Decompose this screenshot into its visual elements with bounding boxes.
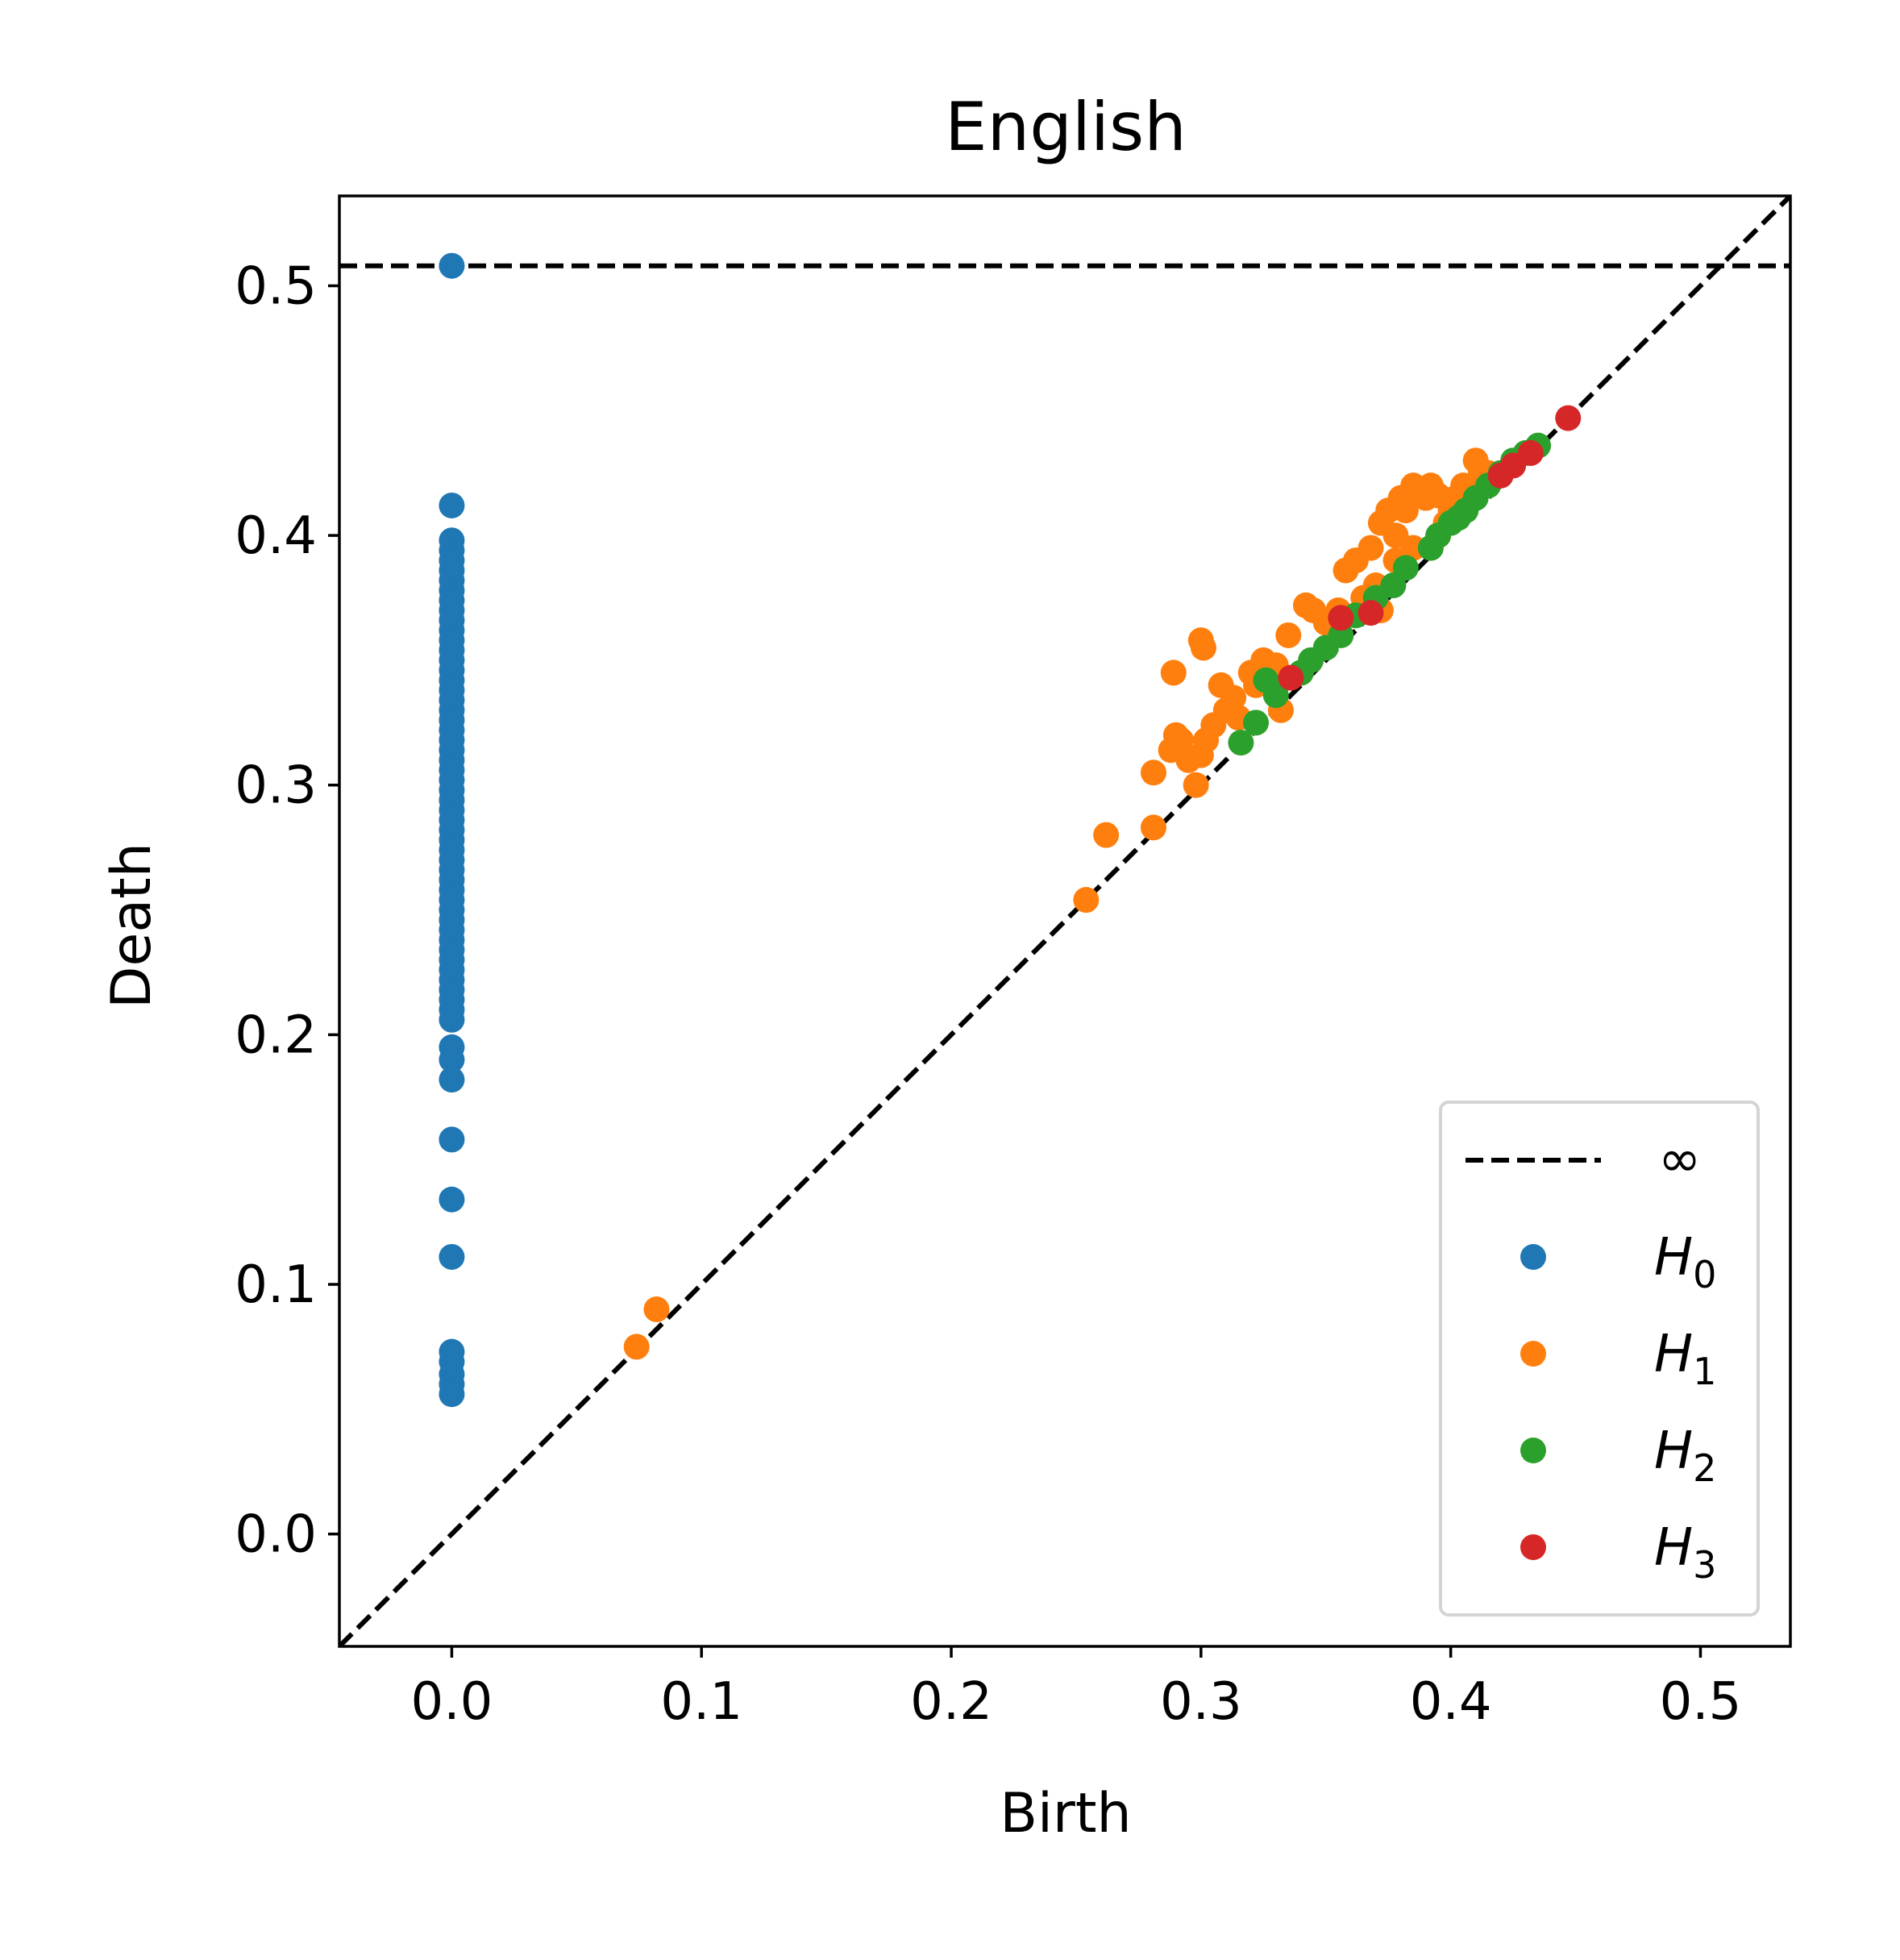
point-h2 [1228,730,1254,756]
point-h0 [439,492,465,518]
chart-title: English [945,88,1187,166]
point-h0 [439,252,465,279]
point-h1 [1140,814,1166,841]
point-h0 [439,1243,465,1270]
plot-area [339,196,1790,1646]
y-tick-label: 0.0 [235,1505,317,1565]
point-h0 [439,1006,465,1033]
point-h2 [1392,555,1419,581]
legend-marker-h0 [1520,1244,1546,1270]
point-h3 [1328,605,1354,631]
x-tick-label: 0.4 [1410,1672,1492,1732]
y-tick-label: 0.4 [235,506,317,566]
legend: ∞ H0 H1 H2 H3 [1439,1101,1760,1617]
point-h0 [439,1186,465,1213]
x-tick-label: 0.2 [910,1672,992,1732]
legend-label-h2: H2 [1654,1421,1716,1490]
legend-label-h0: H0 [1654,1228,1716,1296]
plot-frame [338,194,1792,1648]
y-tick-label: 0.2 [235,1005,317,1065]
point-h1 [1392,497,1419,524]
legend-marker-h1 [1520,1341,1546,1367]
point-h1 [643,1296,670,1322]
point-h3 [1517,439,1544,466]
x-tick-label: 0.1 [660,1672,742,1732]
legend-label-h3: H3 [1654,1518,1716,1587]
point-h1 [1220,685,1247,711]
legend-marker-h3 [1520,1534,1546,1560]
point-h2 [1243,710,1270,736]
legend-label-h1: H1 [1654,1325,1716,1393]
x-axis-label: Birth [1000,1782,1131,1846]
point-h3 [1555,405,1582,431]
legend-infinity-label: ∞ [1658,1130,1701,1189]
point-h0 [439,1126,465,1153]
point-h1 [1160,660,1187,686]
point-h3 [1278,664,1304,691]
y-tick-label: 0.5 [235,256,317,316]
point-h1 [1073,887,1100,913]
x-tick-label: 0.5 [1660,1672,1742,1732]
point-h1 [1140,759,1166,786]
y-tick-label: 0.3 [235,756,317,816]
point-h0 [439,1047,465,1073]
legend-box [1439,1101,1760,1617]
point-h1 [623,1334,650,1360]
point-h3 [1357,600,1384,626]
point-h1 [1093,822,1120,848]
point-h0 [439,1381,465,1408]
point-h1 [1275,622,1302,648]
legend-marker-h2 [1520,1438,1546,1463]
point-h1 [1183,772,1209,798]
axes: 0.0 0.1 0.2 0.3 0.4 0.5 0.0 0.1 0.2 0.3 0.4 0.5 [235,194,1792,1732]
x-tick-label: 0.0 [411,1672,493,1732]
x-tick-label: 0.3 [1160,1672,1242,1732]
y-axis-label: Death [100,843,164,1009]
point-h1 [1190,635,1216,661]
point-h1 [1357,535,1384,561]
data-points [439,252,1582,1408]
point-h0 [439,1067,465,1093]
y-tick-label: 0.1 [235,1255,317,1315]
point-h1 [1168,727,1195,754]
diagonal-line [339,196,1790,1646]
point-h2 [1262,682,1289,709]
